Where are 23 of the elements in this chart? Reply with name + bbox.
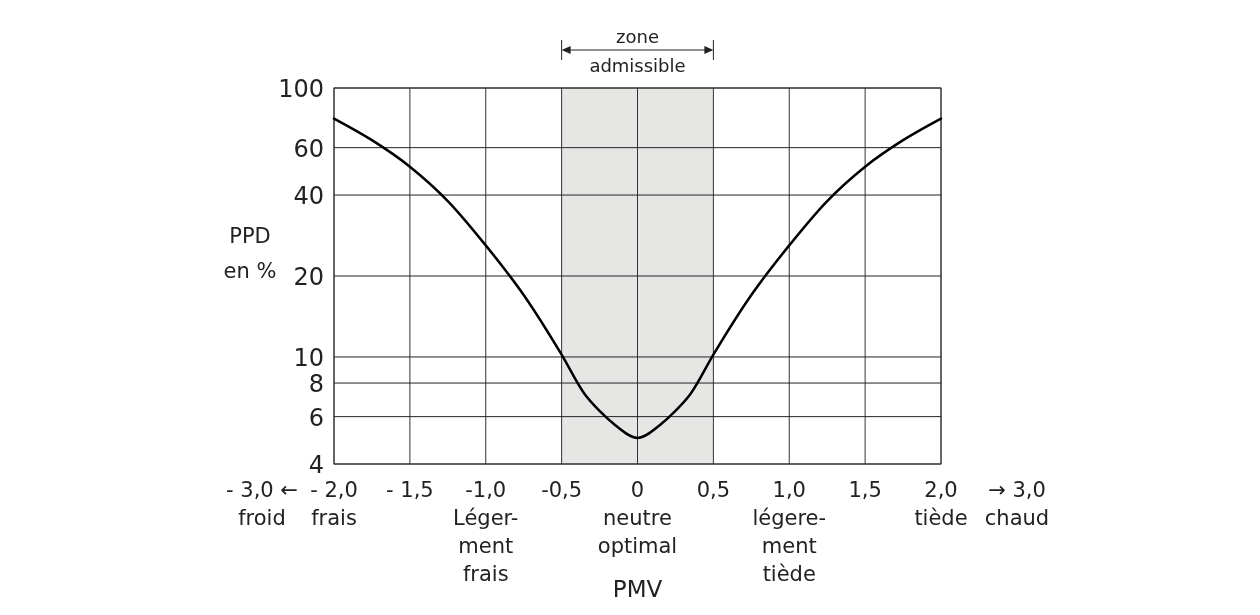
x-tick-label: -0,5 <box>541 478 583 502</box>
x-tick-label: - 1,5 <box>386 478 434 502</box>
text: - 3,0 ← froid <box>226 478 298 530</box>
y-axis-title: PPD en % <box>223 224 277 283</box>
y-tick-label: 4 <box>308 451 324 479</box>
x-tick-label: 2,0 tiède <box>914 478 968 530</box>
y-tick-label: 40 <box>293 182 324 211</box>
x-tick-label: 0,5 <box>696 478 731 502</box>
y-tick-label: 20 <box>293 263 324 291</box>
y-tick-label: 8 <box>308 370 324 399</box>
text: → 3,0 chaud <box>984 478 1050 530</box>
x-axis-title: PMV <box>612 576 663 602</box>
line-series <box>332 117 943 440</box>
y-tick-label: 60 <box>293 134 324 163</box>
x-tick-label: - 2,0 frais <box>310 478 358 530</box>
y-tick-label: 6 <box>308 403 324 432</box>
x-tick-label: 1,0 légere- ment tiède <box>752 478 827 586</box>
x-tick-label: 1,5 <box>848 478 882 502</box>
x-tick-label: -1,0 Léger- ment frais <box>453 478 519 586</box>
band-label: zone admissible <box>589 26 686 76</box>
y-tick-label: 10 <box>293 343 324 372</box>
x-tick-label: 0 neutre optimal <box>597 478 678 558</box>
y-tick-label: 100 <box>278 75 324 103</box>
